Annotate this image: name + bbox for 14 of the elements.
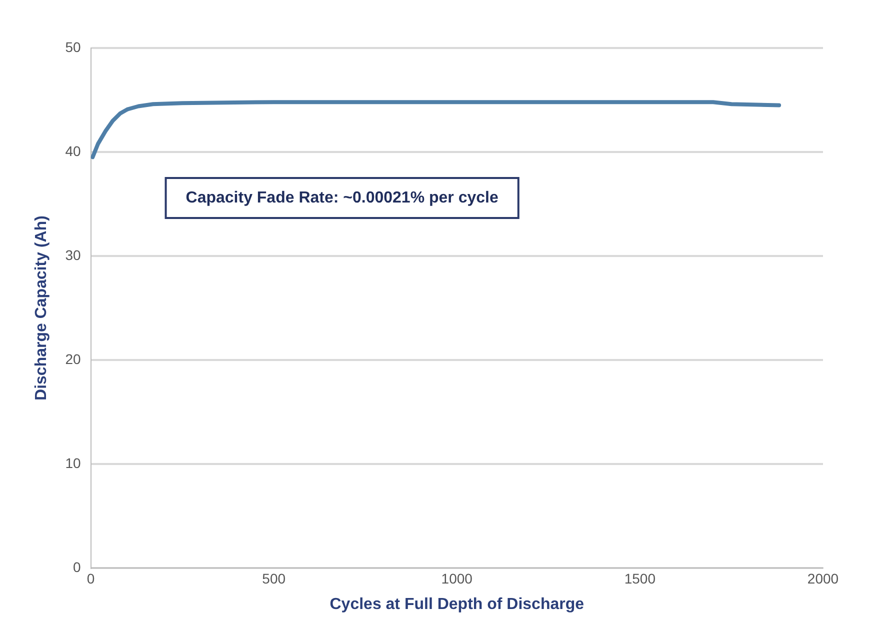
x-tick-label: 1500 [624,570,656,586]
x-tick-label: 500 [262,570,286,586]
x-tick-label: 0 [86,570,95,586]
x-axis-title: Cycles at Full Depth of Discharge [330,596,584,613]
y-tick-label: 10 [65,454,81,471]
x-tick-label: 2000 [807,570,839,586]
y-tick-label: 40 [65,142,81,159]
y-tick-label: 50 [65,38,81,55]
annotation: Capacity Fade Rate: ~0.00021% per cycle [186,189,498,206]
y-tick-label: 0 [72,558,81,575]
y-tick-label: 30 [65,246,81,263]
x-tick-label: 1000 [441,570,473,586]
y-tick-label: 20 [65,350,81,367]
y-axis-title: Discharge Capacity (Ah) [33,216,50,400]
